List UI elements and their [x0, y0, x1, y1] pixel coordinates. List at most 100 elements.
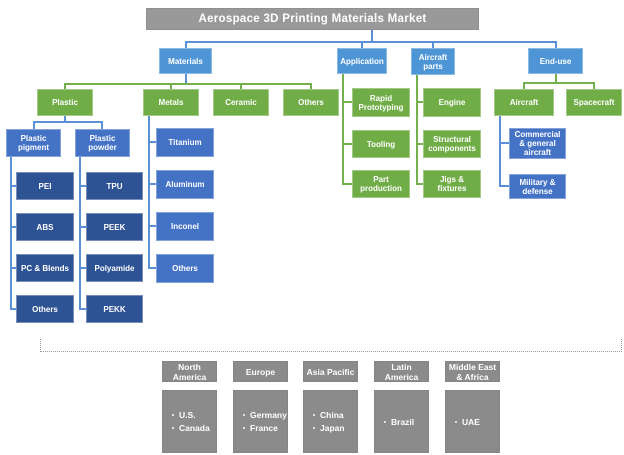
connector-pigment-spine — [10, 157, 12, 310]
node-military-defense: Military & defense — [509, 174, 566, 199]
connector-stub-tooling — [342, 143, 352, 145]
country-item: Brazil — [384, 417, 428, 427]
connector-stub-commercial — [499, 142, 509, 144]
dotted-bracket-line — [40, 351, 622, 352]
connector-stub-ceramic — [240, 83, 242, 89]
connector-stub-plastic — [64, 83, 66, 89]
connector-stub-aluminum — [148, 183, 156, 185]
connector-stub-military — [499, 185, 509, 187]
connector-end-use-rail — [523, 82, 595, 84]
connector-stub-end-use — [555, 41, 557, 48]
connector-stub-aircraft-parts — [432, 41, 434, 48]
connector-stub-inconel — [148, 225, 156, 227]
node-metals-others: Others — [156, 254, 214, 283]
connector-aircraft-parts-spine — [416, 75, 418, 184]
connector-stub-jigs — [416, 183, 423, 185]
node-commercial-general-aircraft: Commercial & general aircraft — [509, 128, 566, 159]
connector-stub-materials — [185, 41, 187, 48]
node-materials: Materials — [159, 48, 212, 74]
connector-title-drop — [371, 30, 373, 41]
region-countries-asia-pacific: China Japan — [303, 390, 358, 453]
connector-stub-pekk — [79, 308, 86, 310]
country-item: U.S. — [172, 410, 216, 420]
country-item: Japan — [313, 423, 357, 433]
region-countries-middle-east-africa: UAE — [445, 390, 500, 453]
node-engine: Engine — [423, 88, 481, 117]
connector-stub-abs — [10, 226, 16, 228]
node-plastic: Plastic — [37, 89, 93, 116]
connector-stub-engine — [416, 101, 423, 103]
node-metals: Metals — [143, 89, 199, 116]
connector-stub-powder — [101, 121, 103, 129]
node-abs: ABS — [16, 213, 74, 241]
connector-stub-rapid-prototyping — [342, 101, 352, 103]
node-pei: PEI — [16, 172, 74, 200]
connector-stub-others — [310, 83, 312, 89]
connector-plastic-drop — [64, 116, 66, 123]
connector-stub-spacecraft — [593, 82, 595, 89]
connector-stub-peek — [79, 226, 86, 228]
region-header-asia-pacific: Asia Pacific — [303, 361, 358, 382]
connector-materials-drop — [185, 74, 187, 83]
region-countries-latin-america: Brazil — [374, 390, 429, 453]
dotted-bracket-left-tick — [40, 339, 41, 352]
region-header-latin-america: Latin America — [374, 361, 429, 382]
connector-stub-metals — [170, 83, 172, 89]
node-spacecraft: Spacecraft — [566, 89, 622, 116]
node-plastic-powder: Plastic powder — [75, 129, 130, 157]
connector-stub-tpu — [79, 185, 86, 187]
connector-materials-rail — [64, 83, 312, 85]
node-structural-components: Structural components — [423, 130, 481, 158]
connector-stub-metals-others — [148, 267, 156, 269]
country-item: Canada — [172, 423, 216, 433]
connector-stub-pei — [10, 185, 16, 187]
connector-plastic-rail — [33, 121, 103, 123]
connector-metals-spine — [148, 116, 150, 269]
node-ceramic: Ceramic — [213, 89, 269, 116]
node-aluminum: Aluminum — [156, 170, 214, 199]
connector-stub-pc-blends — [10, 267, 16, 269]
region-countries-europe: Germany France — [233, 390, 288, 453]
region-header-europe: Europe — [233, 361, 288, 382]
dotted-bracket-right-tick — [621, 339, 622, 352]
connector-stub-structural — [416, 143, 423, 145]
node-pekk: PEKK — [86, 295, 143, 323]
region-countries-north-america: U.S. Canada — [162, 390, 217, 453]
connector-aircraft-spine — [499, 116, 501, 186]
connector-stub-pigment-others — [10, 308, 16, 310]
node-tooling: Tooling — [352, 130, 410, 158]
node-plastic-pigment: Plastic pigment — [6, 129, 61, 157]
node-pc-blends: PC & Blends — [16, 254, 74, 282]
node-polyamide: Polyamide — [86, 254, 143, 282]
node-inconel: Inconel — [156, 212, 214, 241]
node-aircraft-parts: Aircraft parts — [411, 48, 455, 75]
node-peek: PEEK — [86, 213, 143, 241]
node-pigment-others: Others — [16, 295, 74, 323]
chart-title: Aerospace 3D Printing Materials Market — [146, 8, 479, 30]
connector-stub-application — [361, 41, 363, 48]
country-item: UAE — [455, 417, 499, 427]
connector-stub-pigment — [33, 121, 35, 129]
node-end-use: End-use — [528, 48, 583, 74]
connector-stub-aircraft — [523, 82, 525, 89]
country-item: France — [243, 423, 287, 433]
node-rapid-prototyping: Rapid Prototyping — [352, 88, 410, 117]
connector-stub-titanium — [148, 141, 156, 143]
node-tpu: TPU — [86, 172, 143, 200]
connector-stub-part-production — [342, 183, 352, 185]
country-item: China — [313, 410, 357, 420]
node-part-production: Part production — [352, 170, 410, 198]
node-jigs-fixtures: Jigs & fixtures — [423, 170, 481, 198]
node-titanium: Titanium — [156, 128, 214, 157]
node-aircraft: Aircraft — [494, 89, 554, 116]
node-application: Application — [337, 48, 387, 74]
connector-application-spine — [342, 74, 344, 184]
region-header-middle-east-africa: Middle East & Africa — [445, 361, 500, 382]
connector-stub-polyamide — [79, 267, 86, 269]
country-item: Germany — [243, 410, 287, 420]
connector-powder-spine — [79, 157, 81, 310]
node-materials-others: Others — [283, 89, 339, 116]
region-header-north-america: North America — [162, 361, 217, 382]
connector-end-use-drop — [555, 74, 557, 83]
